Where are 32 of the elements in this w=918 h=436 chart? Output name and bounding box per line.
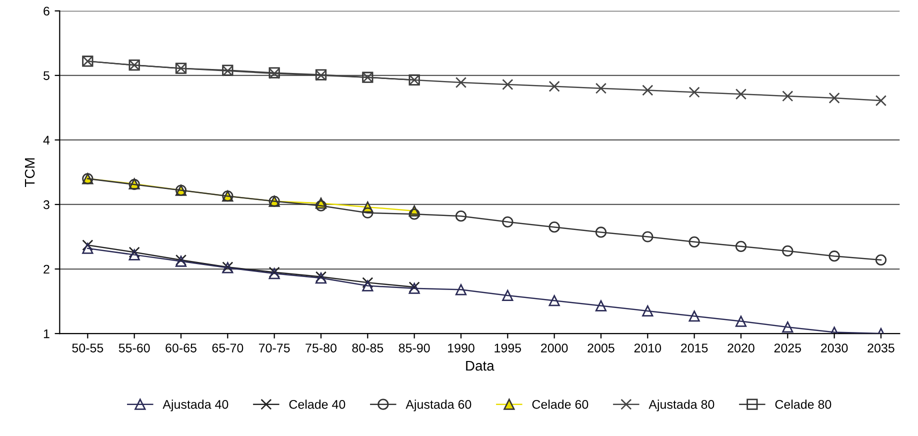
x-tick-label: 75-80 (306, 344, 336, 352)
y-tick-label: 4 (43, 136, 50, 144)
legend-label: Celade 40 (289, 400, 346, 409)
x-tick-label: 2025 (774, 344, 802, 352)
x-tick-label: 2020 (728, 344, 754, 352)
y-tick-label: 3 (43, 200, 50, 210)
x-tick-label: 2030 (821, 344, 848, 352)
legend-label: Ajustada 80 (648, 400, 714, 412)
x-axis-title: Data (466, 360, 494, 371)
legend-label: Celade 60 (532, 400, 588, 409)
y-axis-title: TCM (24, 158, 35, 187)
x-tick-label: 85-90 (398, 344, 430, 352)
legend-label: Ajustada 40 (162, 400, 228, 412)
x-tick-label: 2000 (541, 344, 568, 352)
y-tick-label: 6 (44, 6, 50, 16)
x-tick-label: 50-55 (72, 344, 104, 352)
x-tick-label: 2015 (681, 344, 708, 352)
x-tick-label: 70-75 (258, 344, 290, 352)
x-tick-label: 60-65 (166, 344, 196, 352)
x-tick-label: 80-85 (352, 344, 384, 352)
x-tick-label: 2035 (868, 344, 894, 352)
y-tick-label: 1 (44, 329, 50, 338)
legend-label: Ajustada 60 (406, 400, 472, 412)
x-tick-label: 2005 (588, 344, 614, 352)
y-tick-label: 2 (44, 264, 50, 274)
legend-label: Celade 80 (775, 400, 832, 409)
y-tick-label: 5 (43, 71, 50, 80)
x-tick-label: 1990 (448, 344, 474, 352)
x-tick-label: 2010 (634, 344, 662, 352)
x-tick-label: 1995 (494, 344, 522, 352)
x-tick-label: 55-60 (118, 344, 150, 352)
x-tick-label: 65-70 (212, 344, 244, 352)
